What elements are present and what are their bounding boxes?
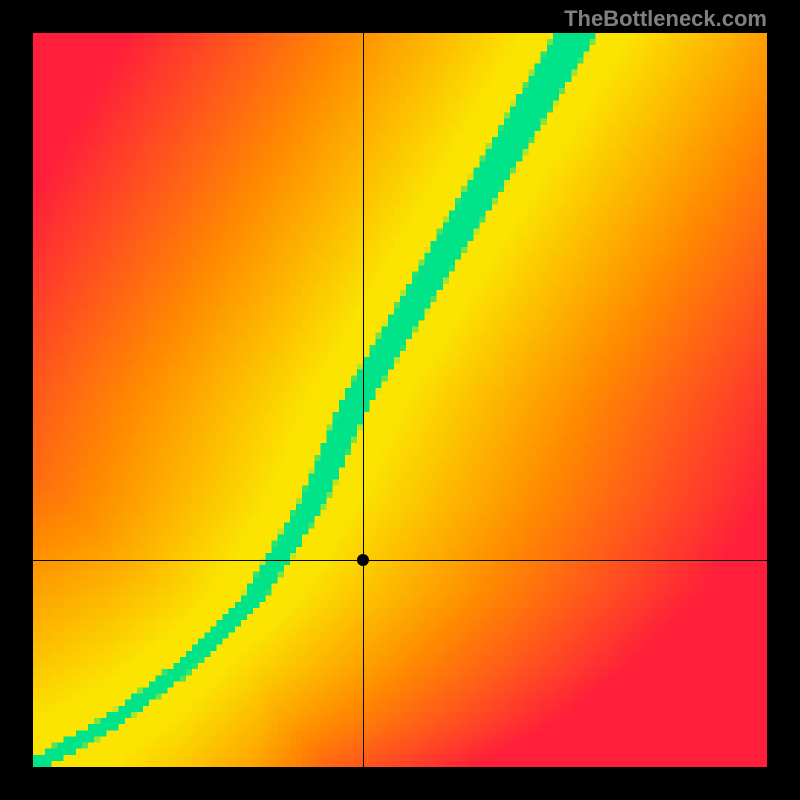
plot-area bbox=[33, 33, 767, 767]
heatmap-canvas bbox=[33, 33, 767, 767]
crosshair-vertical bbox=[363, 33, 364, 767]
watermark-text: TheBottleneck.com bbox=[564, 6, 767, 32]
chart-container: TheBottleneck.com bbox=[0, 0, 800, 800]
operating-point-marker bbox=[357, 554, 369, 566]
crosshair-horizontal bbox=[33, 560, 767, 561]
